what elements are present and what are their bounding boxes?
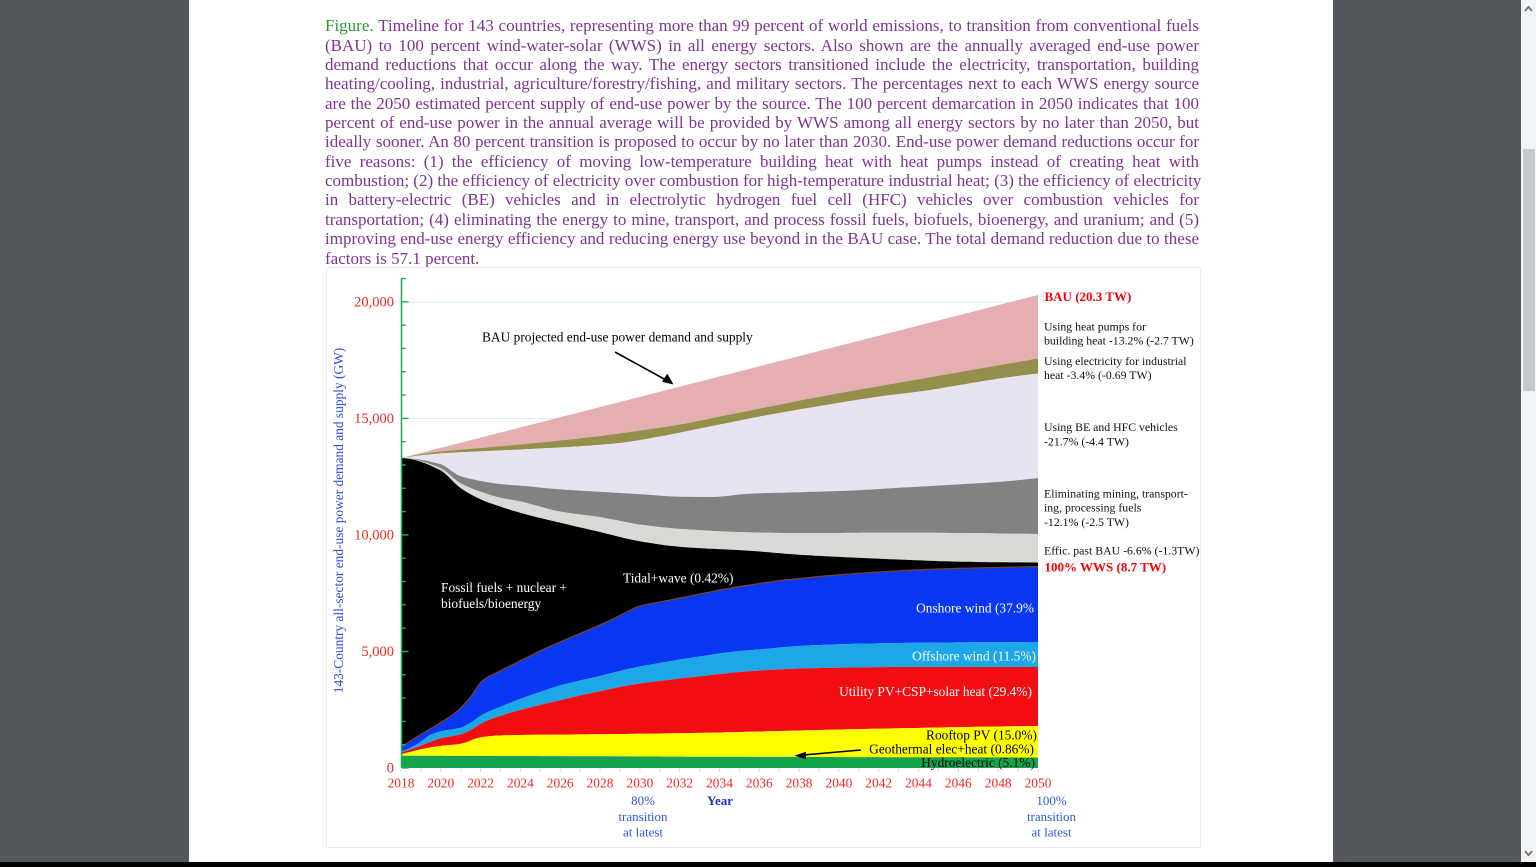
svg-text:BAU projected end-use power de: BAU projected end-use power demand and s… — [482, 330, 753, 345]
svg-text:Utility PV+CSP+solar heat (29.: Utility PV+CSP+solar heat (29.4%) — [839, 684, 1032, 699]
svg-text:143-Country all-sector end-use: 143-Country all-sector end-use power dem… — [331, 348, 346, 693]
svg-text:-12.1% (-2.5 TW): -12.1% (-2.5 TW) — [1044, 515, 1129, 529]
svg-text:2026: 2026 — [547, 776, 574, 791]
svg-text:100%: 100% — [1036, 793, 1067, 808]
svg-text:Using heat pumps for: Using heat pumps for — [1044, 319, 1146, 333]
svg-text:10,000: 10,000 — [354, 527, 394, 543]
svg-text:0: 0 — [387, 760, 394, 776]
svg-text:2048: 2048 — [985, 776, 1012, 791]
svg-text:-21.7% (-4.4 TW): -21.7% (-4.4 TW) — [1044, 434, 1129, 448]
svg-text:2020: 2020 — [427, 776, 454, 791]
svg-text:100% WWS (8.7 TW): 100% WWS (8.7 TW) — [1045, 560, 1167, 575]
svg-text:heat -3.4% (-0.69 TW): heat -3.4% (-0.69 TW) — [1044, 368, 1152, 382]
svg-text:15,000: 15,000 — [354, 411, 394, 427]
svg-text:2042: 2042 — [865, 776, 892, 791]
svg-text:2018: 2018 — [388, 776, 415, 791]
svg-text:2024: 2024 — [507, 776, 534, 791]
svg-text:biofuels/bioenergy: biofuels/bioenergy — [441, 596, 541, 611]
svg-text:Hydroelectric (5.1%): Hydroelectric (5.1%) — [921, 755, 1035, 770]
svg-text:Using electricity for industri: Using electricity for industrial — [1044, 354, 1187, 368]
svg-text:Using BE and HFC vehicles: Using BE and HFC vehicles — [1044, 420, 1178, 434]
svg-text:Onshore wind (37.9%: Onshore wind (37.9% — [916, 601, 1034, 616]
svg-text:Fossil fuels + nuclear +: Fossil fuels + nuclear + — [441, 580, 567, 595]
svg-text:at latest: at latest — [623, 825, 663, 840]
svg-text:2050: 2050 — [1025, 776, 1052, 791]
svg-text:Offshore wind (11.5%): Offshore wind (11.5%) — [912, 649, 1036, 664]
svg-text:Eliminating mining, transport-: Eliminating mining, transport- — [1044, 486, 1188, 500]
svg-text:2030: 2030 — [627, 776, 654, 791]
svg-text:building heat -13.2% (-2.7 TW): building heat -13.2% (-2.7 TW) — [1044, 334, 1194, 348]
svg-text:Geothermal elec+heat (0.86%): Geothermal elec+heat (0.86%) — [869, 742, 1034, 757]
svg-text:at latest: at latest — [1031, 825, 1071, 840]
svg-text:transition: transition — [1027, 809, 1077, 824]
svg-text:Tidal+wave (0.42%): Tidal+wave (0.42%) — [623, 571, 733, 586]
svg-text:2044: 2044 — [905, 776, 932, 791]
svg-text:Year: Year — [707, 793, 733, 808]
svg-text:80%: 80% — [631, 793, 655, 808]
svg-text:2036: 2036 — [746, 776, 773, 791]
svg-text:2046: 2046 — [945, 776, 972, 791]
svg-text:ing, processing fuels: ing, processing fuels — [1044, 501, 1142, 515]
svg-text:2040: 2040 — [826, 776, 853, 791]
svg-text:2022: 2022 — [467, 776, 494, 791]
svg-text:2028: 2028 — [587, 776, 614, 791]
svg-text:2038: 2038 — [786, 776, 813, 791]
svg-text:5,000: 5,000 — [361, 644, 394, 660]
svg-text:2034: 2034 — [706, 776, 733, 791]
svg-text:BAU (20.3 TW): BAU (20.3 TW) — [1045, 289, 1132, 304]
svg-text:20,000: 20,000 — [354, 294, 394, 310]
svg-text:Effic. past BAU -6.6% (-1.3TW): Effic. past BAU -6.6% (-1.3TW) — [1044, 543, 1199, 557]
svg-text:2032: 2032 — [666, 776, 693, 791]
svg-text:Rooftop PV (15.0%): Rooftop PV (15.0%) — [926, 728, 1037, 743]
svg-text:transition: transition — [618, 809, 668, 824]
